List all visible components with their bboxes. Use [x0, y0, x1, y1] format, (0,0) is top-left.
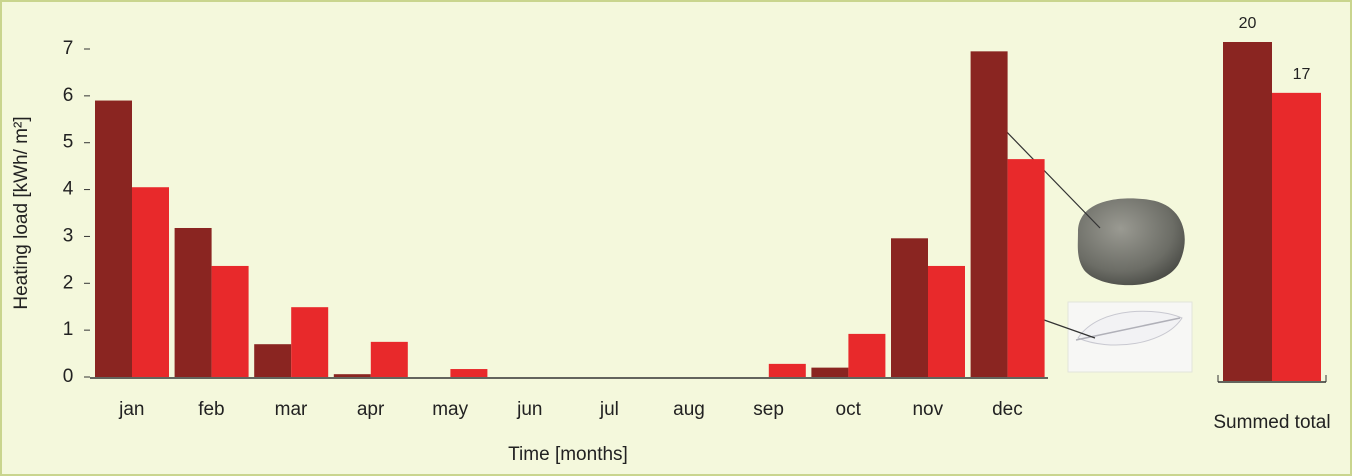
x-tick-label: dec — [992, 399, 1023, 420]
bar — [1272, 92, 1321, 381]
x-tick-label: mar — [275, 399, 308, 420]
bar — [928, 265, 965, 377]
x-tick-label: oct — [836, 399, 862, 420]
bar — [970, 51, 1008, 377]
bar — [1223, 42, 1272, 381]
x-tick-label: nov — [912, 399, 943, 420]
y-tick-label: 5 — [63, 132, 74, 153]
y-tick-label: 6 — [63, 85, 74, 106]
x-tick-label: feb — [198, 399, 224, 420]
x-tick-label: aug — [673, 399, 705, 420]
value-label: 17 — [1293, 66, 1311, 83]
bar — [174, 227, 212, 377]
bar — [811, 367, 849, 377]
bar — [370, 341, 408, 377]
y-axis-label: Heating load [kWh/ m²] — [11, 116, 32, 309]
y-tick-label: 1 — [63, 319, 74, 340]
bar — [891, 238, 928, 377]
y-tick-label: 2 — [63, 272, 74, 293]
bar — [450, 369, 488, 377]
bar — [211, 265, 249, 377]
x-tick-label: jul — [599, 399, 619, 420]
feather-shaft — [1075, 317, 1181, 341]
x-tick-label: sep — [753, 399, 784, 420]
bar — [333, 374, 371, 377]
pointer-line — [999, 124, 1101, 229]
bar — [132, 187, 169, 377]
x-tick-label: Summed total — [1213, 412, 1331, 433]
y-tick-label: 0 — [63, 366, 74, 387]
x-tick-label: jan — [118, 399, 144, 420]
bar — [291, 307, 329, 377]
y-tick-label: 4 — [63, 179, 74, 200]
value-label: 20 — [1239, 15, 1257, 32]
bar — [95, 100, 132, 378]
bar — [254, 344, 292, 377]
bar — [768, 363, 806, 377]
x-tick-label: apr — [357, 399, 385, 420]
x-axis-label: Time [months] — [508, 444, 628, 465]
stone — [1077, 198, 1185, 286]
y-tick-label: 3 — [63, 225, 74, 246]
y-tick-label: 7 — [63, 38, 74, 59]
bar — [1007, 159, 1045, 377]
x-tick-label: may — [432, 399, 468, 420]
bar — [848, 333, 886, 377]
x-tick-label: jun — [516, 399, 542, 420]
